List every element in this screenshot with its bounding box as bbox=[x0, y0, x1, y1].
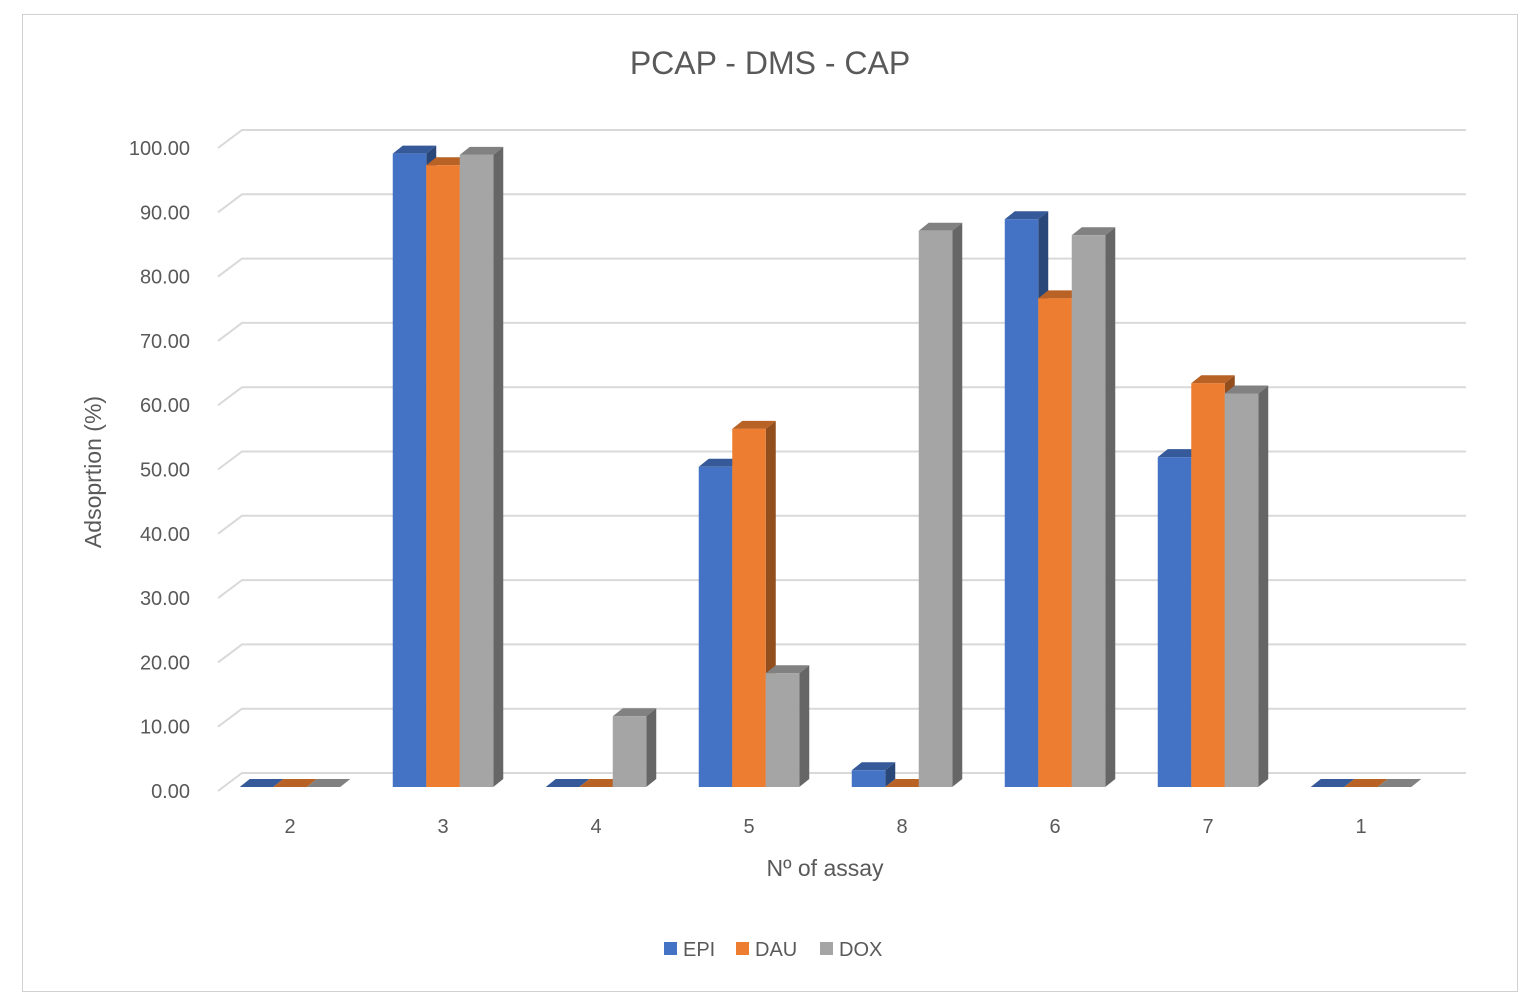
bar-dau-1 bbox=[1344, 779, 1388, 787]
x-tick-label: 3 bbox=[437, 816, 448, 838]
bar-dau-4 bbox=[579, 779, 623, 787]
legend-item-dox: DOX bbox=[820, 939, 882, 961]
y-tick-label: 30.00 bbox=[140, 588, 190, 610]
y-tick-label: 90.00 bbox=[140, 202, 190, 224]
x-tick-label: 2 bbox=[284, 816, 295, 838]
x-axis-ticks: 2 3 4 5 8 6 7 1 bbox=[284, 816, 1366, 838]
x-tick-label: 6 bbox=[1049, 816, 1060, 838]
y-tick-label: 50.00 bbox=[140, 460, 190, 482]
legend: EPI DAU DOX bbox=[664, 939, 882, 961]
legend-item-dau: DAU bbox=[736, 939, 797, 961]
x-tick-label: 5 bbox=[743, 816, 754, 838]
y-tick-label: 40.00 bbox=[140, 524, 190, 546]
bar-epi-2 bbox=[239, 779, 284, 787]
y-axis-label: Adsoprtion (%) bbox=[80, 396, 106, 548]
x-axis-label: Nº of assay bbox=[766, 855, 884, 881]
bar-epi-8 bbox=[851, 762, 896, 787]
x-tick-label: 1 bbox=[1355, 816, 1366, 838]
bar-dau-2 bbox=[273, 779, 317, 787]
bar-epi-1 bbox=[1310, 779, 1355, 787]
gridline bbox=[217, 193, 1466, 214]
bar-dox-6 bbox=[1071, 227, 1116, 787]
y-tick-label: 60.00 bbox=[140, 395, 190, 417]
bar-dox-4 bbox=[612, 708, 657, 787]
y-tick-label: 0.00 bbox=[151, 781, 190, 803]
svg-text:DAU: DAU bbox=[755, 939, 797, 961]
legend-item-epi: EPI bbox=[664, 939, 715, 961]
x-tick-label: 7 bbox=[1202, 816, 1213, 838]
bars bbox=[239, 145, 1422, 787]
y-tick-label: 70.00 bbox=[140, 331, 190, 353]
y-tick-label: 100.00 bbox=[129, 138, 190, 160]
bar-dox-2 bbox=[306, 779, 351, 787]
bar-epi-4 bbox=[545, 779, 590, 787]
y-tick-label: 20.00 bbox=[140, 652, 190, 674]
bar-dau-8 bbox=[885, 779, 929, 787]
svg-text:EPI: EPI bbox=[683, 939, 715, 961]
y-tick-label: 80.00 bbox=[140, 267, 190, 289]
gridline bbox=[217, 129, 1466, 149]
x-tick-label: 8 bbox=[896, 816, 907, 838]
bar-epi-7 bbox=[1157, 449, 1202, 787]
x-tick-label: 4 bbox=[590, 816, 601, 838]
y-tick-label: 10.00 bbox=[140, 717, 190, 739]
svg-text:DOX: DOX bbox=[839, 939, 882, 961]
gridline bbox=[217, 257, 1466, 278]
bar-dox-1 bbox=[1377, 779, 1422, 787]
chart-title: PCAP - DMS - CAP bbox=[630, 45, 910, 81]
bar-dox-8 bbox=[918, 222, 963, 787]
bar-dox-5 bbox=[765, 665, 810, 787]
y-axis-ticks: 0.00 10.00 20.00 30.00 40.00 50.00 60.00 70.00 8… bbox=[129, 138, 190, 803]
bar-dox-3 bbox=[459, 146, 504, 787]
bar-dox-7 bbox=[1224, 385, 1269, 787]
